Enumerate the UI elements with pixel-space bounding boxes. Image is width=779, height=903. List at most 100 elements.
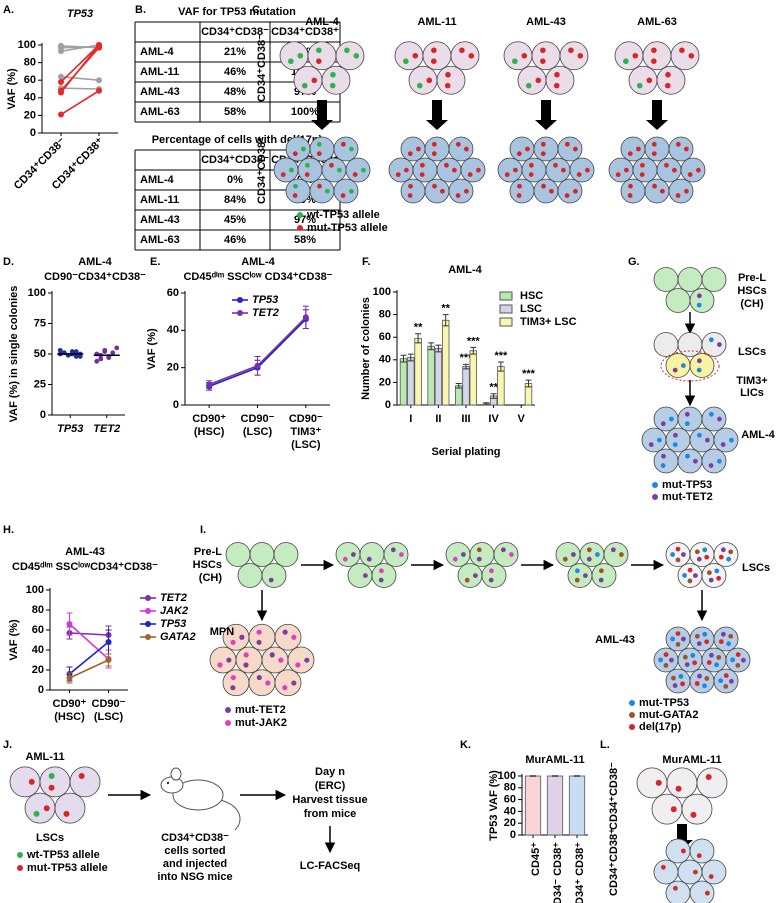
- error-bar: [490, 393, 497, 399]
- cell: [665, 542, 691, 567]
- allele-dot: [340, 193, 346, 198]
- series-line: [60, 44, 100, 83]
- legend-label: mut-TP53: [639, 697, 689, 709]
- y-tick-label: 80: [32, 604, 44, 616]
- allele-dot: [476, 547, 482, 553]
- allele-dot: [517, 183, 522, 189]
- allele-dot: [723, 673, 729, 679]
- allele-dot: [594, 552, 600, 557]
- allele-dot: [344, 47, 350, 54]
- allele-dot: [572, 188, 578, 194]
- significance: **: [414, 322, 423, 334]
- y-tick-label: 40: [32, 644, 44, 656]
- x-tick-label: (LSC): [94, 711, 124, 723]
- allele-dot: [671, 167, 677, 173]
- sample-label: AML-11: [25, 751, 64, 763]
- allele-dot: [293, 183, 298, 189]
- x-tick-label: CD90⁺: [53, 698, 87, 710]
- allele-dot: [673, 432, 678, 438]
- allele-dot: [564, 193, 570, 198]
- data-point: [58, 87, 64, 94]
- cell: [225, 542, 251, 567]
- step-label: (ERC): [315, 780, 346, 792]
- cell: [569, 157, 595, 183]
- x-tick-label: I: [409, 413, 412, 425]
- cell: [493, 542, 519, 567]
- allele-dot: [660, 864, 666, 870]
- cell: [448, 136, 474, 162]
- legend-dot: [652, 482, 658, 488]
- allele-dot: [646, 77, 653, 84]
- cell: [665, 626, 691, 652]
- cell: [677, 859, 703, 885]
- allele-dot: [680, 363, 686, 368]
- allele-dot: [463, 188, 469, 194]
- cell: [285, 136, 311, 162]
- allele-dot: [704, 437, 710, 443]
- allele-dot: [317, 183, 322, 189]
- allele-dot: [692, 660, 698, 666]
- allele-dot: [682, 573, 688, 578]
- allele-dot: [301, 82, 308, 89]
- mouse-tail: [219, 799, 241, 831]
- legend-dot: [225, 707, 231, 713]
- allele-dot: [726, 641, 732, 647]
- table-title: Percentage of cells with del(17p): [152, 134, 323, 146]
- allele-dot: [704, 890, 710, 896]
- cell: [689, 288, 715, 313]
- stage-label: Pre-L: [194, 546, 222, 558]
- y-axis-title: VAF (%) in single colonies: [8, 286, 20, 423]
- allele-dot: [464, 577, 470, 583]
- cell: [665, 880, 691, 903]
- allele-dot: [504, 172, 510, 178]
- allele-dot: [655, 779, 662, 786]
- y-tick-label: 40: [379, 354, 391, 366]
- x-tick-label: CD90⁻: [92, 698, 126, 710]
- allele-dot: [403, 58, 409, 65]
- allele-dot: [670, 806, 677, 813]
- allele-dot: [379, 568, 384, 574]
- legend-label: mut-TP53 allele: [307, 222, 388, 234]
- cell: [653, 448, 679, 474]
- y-tick-label: 0: [385, 399, 391, 411]
- allele-dot: [395, 172, 401, 178]
- legend-marker: [145, 621, 151, 627]
- bar: [455, 385, 463, 406]
- stage-label: HSCs: [193, 559, 222, 571]
- allele-dot: [378, 577, 384, 583]
- data-point: [105, 657, 112, 663]
- cell: [653, 332, 679, 357]
- allele-dot: [572, 146, 578, 152]
- allele-dot: [714, 662, 719, 668]
- allele-dot: [685, 453, 690, 459]
- cell: [545, 157, 571, 183]
- allele-dot: [516, 151, 522, 157]
- allele-dot: [708, 577, 714, 583]
- x-tick-label: V: [518, 413, 526, 425]
- y-tick-label: 0: [38, 684, 44, 696]
- allele-dot: [697, 293, 702, 299]
- allele-dot: [554, 71, 560, 78]
- cell: [701, 563, 727, 588]
- allele-dot: [444, 162, 449, 168]
- data-point: [114, 345, 120, 351]
- step-label: CD34⁺CD38⁻: [161, 832, 229, 844]
- allele-dot: [697, 358, 702, 364]
- allele-dot: [636, 146, 641, 152]
- allele-dot: [708, 337, 714, 343]
- y-tick-label: 20: [379, 376, 391, 388]
- stage-label: TIM3+: [736, 375, 767, 387]
- cell: [209, 646, 237, 674]
- allele-dot: [305, 162, 310, 168]
- allele-dot: [226, 657, 232, 663]
- column-header: CD34⁺CD38⁻: [201, 154, 269, 166]
- legend-dot: [297, 212, 303, 218]
- allele-dot: [351, 552, 356, 557]
- sample-label: AML-11: [417, 16, 456, 28]
- table-cell: AML-63: [140, 106, 180, 118]
- legend-swatch: [499, 291, 513, 301]
- allele-dot: [292, 193, 298, 198]
- legend-dot: [629, 700, 635, 706]
- allele-dot: [43, 805, 50, 812]
- allele-dot: [672, 683, 678, 688]
